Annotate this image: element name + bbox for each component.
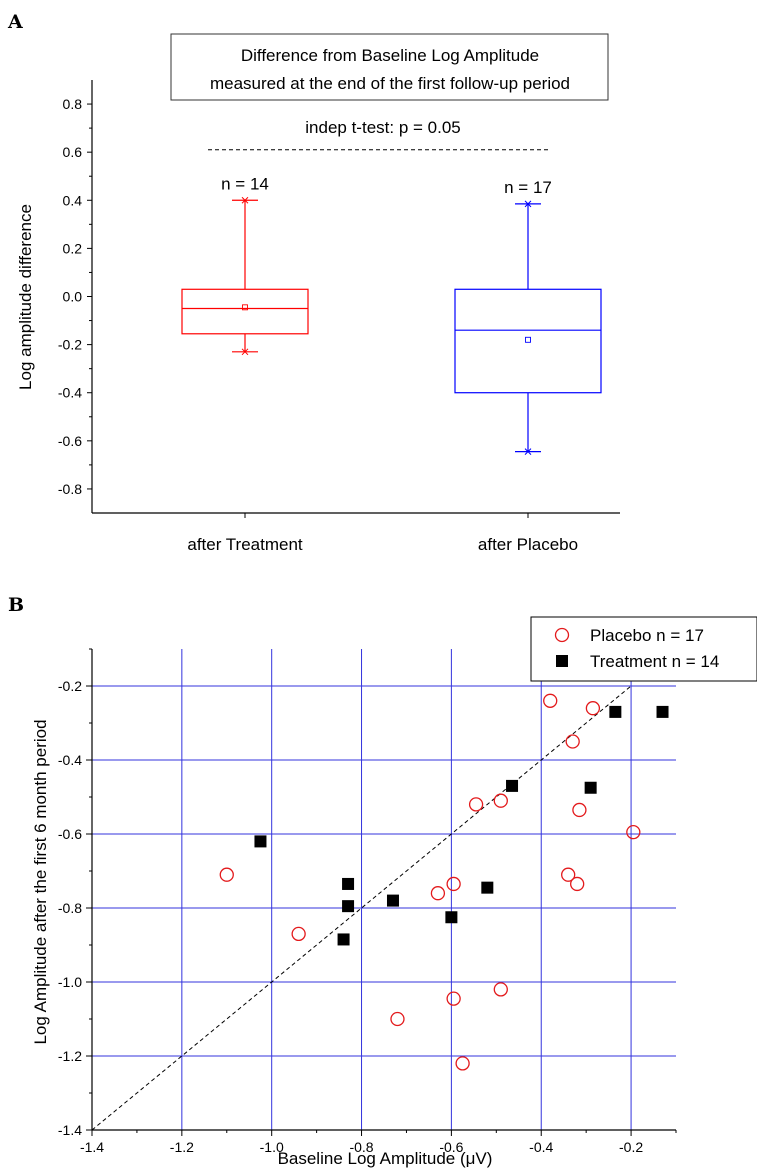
panel-b-x-axis-title: Baseline Log Amplitude (μV) [278,1149,493,1168]
panel-b-axes: -1.4-1.2-1.0-0.8-0.6-0.4-0.2-1.4-1.2-1.0… [58,649,676,1155]
placebo-point [586,702,599,715]
panel-a-title-line-1: Difference from Baseline Log Amplitude [241,46,539,65]
treatment-point [657,706,669,718]
panel-a-boxes: n = 14 n = 17 [182,174,601,454]
y-tick-label: 0.0 [63,289,83,305]
treatment-point [445,911,457,923]
box-iqr [455,289,601,392]
box-iqr [182,289,308,334]
x-tick-label: -1.4 [80,1139,104,1155]
legend-treatment-label: Treatment n = 14 [590,652,719,671]
placebo-point [220,868,233,881]
box-placebo: n = 17 [455,178,601,455]
panel-a-title-line-2: measured at the end of the first follow-… [210,74,570,93]
y-tick-label: -0.8 [58,900,82,916]
placebo-point [431,887,444,900]
y-tick-label: -0.6 [58,826,82,842]
placebo-point [391,1013,404,1026]
placebo-point [456,1057,469,1070]
box-n-label: n = 17 [504,178,552,197]
legend-treatment-marker [556,655,568,667]
y-tick-label: 0.6 [63,144,83,160]
treatment-point [387,895,399,907]
x-tick-label: -0.4 [529,1139,553,1155]
treatment-point [338,933,350,945]
y-tick-label: -1.4 [58,1122,82,1138]
y-tick-label: -0.6 [58,433,82,449]
box-treatment: n = 14 [182,174,308,355]
y-tick-label: -0.2 [58,678,82,694]
x-tick-label: -0.2 [619,1139,643,1155]
placebo-point [447,992,460,1005]
treatment-point [254,835,266,847]
y-tick-label: 0.4 [63,192,83,208]
panel-a-label: A [7,11,23,33]
panel-b-scatter-chart: B -1.4-1.2-1.0-0.8-0.6-0.4-0.2-1.4-1.2-1… [8,594,757,1168]
placebo-point [447,877,460,890]
x-category-label: after Placebo [478,535,578,554]
panel-b-legend: Placebo n = 17 Treatment n = 14 [531,617,757,681]
treatment-point [609,706,621,718]
placebo-point [544,694,557,707]
y-tick-label: -0.4 [58,752,82,768]
treatment-point [342,900,354,912]
placebo-point [566,735,579,748]
y-tick-label: -0.8 [58,481,82,497]
box-mean-marker [526,337,531,342]
y-tick-label: -1.2 [58,1048,82,1064]
treatment-point [342,878,354,890]
placebo-point [470,798,483,811]
placebo-point [292,927,305,940]
placebo-point [627,826,640,839]
y-tick-label: -1.0 [58,974,82,990]
placebo-point [573,803,586,816]
placebo-point [571,877,584,890]
treatment-point [585,782,597,794]
y-tick-label: 0.2 [63,240,83,256]
box-n-label: n = 14 [221,174,269,193]
panel-a-axes: -0.8 -0.6 -0.4 -0.2 0.0 0.2 0.4 0.6 0.8 after Tre… [58,80,620,554]
treatment-point [481,882,493,894]
legend-placebo-label: Placebo n = 17 [590,626,704,645]
x-category-label: after Treatment [187,535,303,554]
treatment-point [506,780,518,792]
panel-a-box-chart: A Difference from Baseline Log Amplitude… [7,11,620,554]
x-tick-label: -1.2 [170,1139,194,1155]
panel-a-ttest-annotation: indep t-test: p = 0.05 [305,118,460,137]
y-tick-label: -0.4 [58,385,82,401]
panel-a-y-axis-title: Log amplitude difference [16,204,35,390]
panel-b-points [220,694,668,1070]
panel-b-label: B [8,594,24,616]
placebo-point [494,794,507,807]
placebo-point [494,983,507,996]
y-tick-label: 0.8 [63,96,83,112]
panel-b-y-axis-title: Log Amplitude after the first 6 month pe… [31,719,50,1044]
y-tick-label: -0.2 [58,337,82,353]
